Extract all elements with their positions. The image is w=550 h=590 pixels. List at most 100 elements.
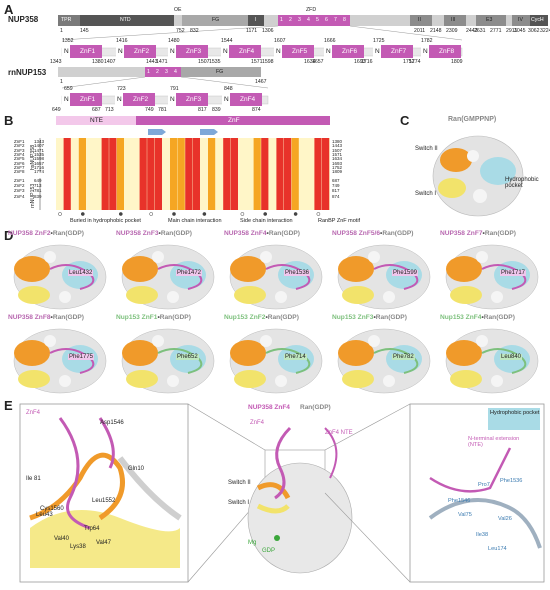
nup358-zf-top: 1544	[221, 38, 233, 44]
switch1-label: Switch I	[415, 191, 437, 197]
nup358-zf-bottom: 1809	[451, 59, 463, 65]
b-rn-end: 817	[332, 188, 340, 194]
alignment-column	[154, 138, 162, 210]
ran-surface	[229, 328, 323, 394]
alignment-column	[147, 138, 155, 210]
d-residue: Phe1472	[176, 270, 203, 276]
d-complex: NUP358 ZnF7•Ran(GDP) Phe1717	[440, 230, 545, 312]
panel-d-letter: D	[4, 228, 14, 243]
nup358-zf-name: ZnF4	[239, 48, 255, 55]
nup358-n-letter: N	[423, 48, 428, 55]
domain-cych: CycH	[531, 17, 544, 23]
nup358-zf-bottom: 1535	[209, 59, 221, 65]
d-residue: Phe1775	[68, 354, 95, 360]
e-left-label: ZnF4	[26, 410, 41, 416]
d-residue: Phe714	[284, 354, 307, 360]
e-center-title-protein: NUP358 ZnF4	[248, 404, 290, 411]
e-center-label: Mg	[248, 540, 257, 546]
d-protein: NUP358	[116, 230, 141, 237]
nup153-tick: 1	[60, 79, 63, 85]
nup358-zf-name: ZnF1	[80, 48, 96, 55]
d-protein: NUP358	[8, 230, 33, 237]
d-znf: ZnF4	[250, 230, 267, 237]
alignment-column	[253, 138, 261, 210]
nup358-tick: 752	[176, 28, 185, 34]
panel-b-alignment	[39, 116, 330, 216]
domain-iv: IV	[518, 17, 523, 23]
nup153-zfd-boxes	[145, 67, 181, 77]
b-hs-start: 1598	[34, 156, 45, 162]
e-left-label: Ile 81	[26, 476, 41, 482]
d-ran: Ran(GDP)	[268, 230, 300, 237]
e-left-label: Gln10	[128, 466, 145, 472]
nup358-n-letter: N	[64, 48, 69, 55]
d-protein: Nup153	[440, 314, 464, 321]
alignment-column	[78, 138, 86, 210]
b-hs-name: ZnF3	[14, 147, 25, 153]
nup358-tick: 1171	[246, 28, 258, 34]
nup153-zf-name: ZnF2	[133, 96, 149, 103]
ran-surface	[445, 328, 539, 394]
d-complex: Nup153 ZnF2•Ran(GDP) Phe714	[224, 314, 329, 396]
alignment-marker	[118, 212, 123, 216]
nup153-zf-name: ZnF3	[186, 96, 202, 103]
nup358-zf-name: ZnF2	[134, 48, 150, 55]
nup358-label: NUP358	[8, 15, 39, 24]
ran-surface	[445, 244, 539, 310]
nup358-tick: 2771	[490, 28, 502, 34]
alignment-column	[170, 138, 178, 210]
d-ran: Ran(GDP)	[160, 230, 192, 237]
d-ran: Ran(GDP)	[52, 314, 84, 321]
d-dot: •	[157, 314, 160, 321]
nup358-n-letter: N	[326, 48, 331, 55]
alignment-column	[230, 138, 238, 210]
b-hs-end: 1507	[332, 147, 343, 153]
alignment-column	[314, 138, 322, 210]
d-znf: ZnF8	[34, 314, 51, 321]
d-ran: Ran(GDP)	[483, 314, 515, 321]
nup153-zf-top: 659	[64, 86, 73, 92]
alignment-column	[284, 138, 292, 210]
nup153-zf-bottom: 817	[198, 107, 207, 113]
d-protein: NUP358	[332, 230, 357, 237]
d-protein: NUP358	[440, 230, 465, 237]
pocket-label: Hydrophobic pocket	[505, 177, 539, 189]
alignment-marker	[149, 212, 154, 216]
nup358-zf-name: ZnF7	[391, 48, 407, 55]
nup153-n-letter: N	[117, 96, 122, 103]
e-left-label: Val40	[54, 536, 69, 542]
alignment-column	[101, 138, 109, 210]
b-hs-start: 1471	[34, 147, 45, 153]
d-protein: Nup153	[116, 314, 140, 321]
nup358-znf-boxes	[62, 45, 461, 58]
d-ran: Ran(GDP)	[159, 314, 191, 321]
zfd-number: 1	[280, 17, 283, 23]
nup153-zfd-number: 3	[165, 69, 168, 75]
panel-e-letter: E	[4, 398, 13, 413]
alignment-marker	[293, 212, 298, 216]
d-dot: •	[373, 314, 376, 321]
d-complex: NUP358 ZnF3•Ran(GDP) Phe1472	[116, 230, 221, 312]
e-left-label: Leu1552	[92, 498, 116, 504]
d-residue: Leu1432	[68, 270, 94, 276]
alignment-column	[177, 138, 185, 210]
b-hs-start: 1657	[34, 160, 45, 166]
d-residue: Phe1536	[284, 270, 311, 276]
alignment-column	[185, 138, 193, 210]
domain-fg: FG	[212, 17, 220, 23]
b-rn-start: 649	[34, 178, 42, 183]
nup153-zf-bottom: 687	[92, 107, 101, 113]
nup358-bar-cych	[530, 15, 548, 26]
nup358-tick: 3224	[540, 28, 550, 34]
d-complex: Nup153 ZnF3•Ran(GDP) Phe782	[332, 314, 437, 396]
d-residue: Phe652	[176, 354, 199, 360]
e-left-label: Asp1546	[100, 420, 124, 426]
e-center-label: ZnF4	[250, 420, 265, 426]
nup153-label: rnNUP153	[8, 68, 47, 77]
b-legend-item: RanBP ZnF motif	[318, 218, 361, 224]
d-dot: •	[158, 230, 161, 237]
domain-e3: E3	[486, 17, 493, 23]
nup358-zf-bottom: 1443	[146, 59, 158, 65]
nup358-bar-ii	[410, 15, 432, 26]
e-right-label: Val26	[498, 516, 512, 522]
